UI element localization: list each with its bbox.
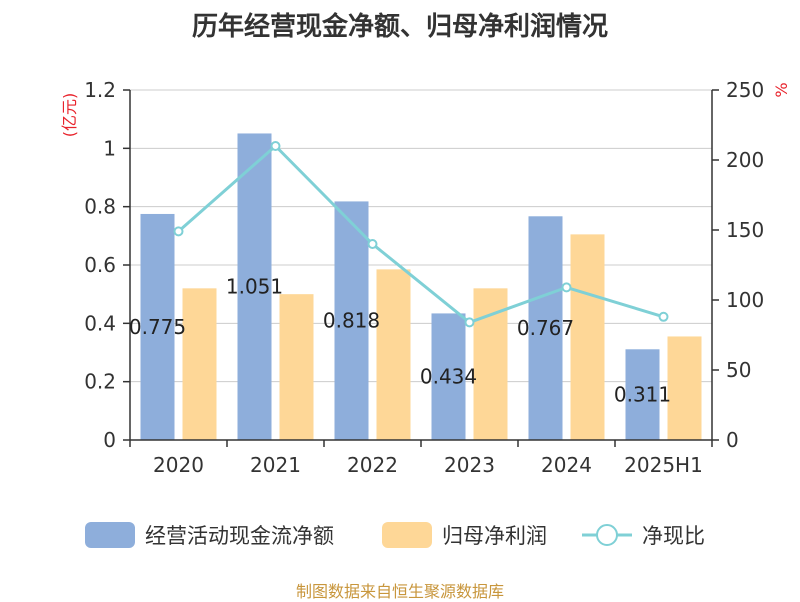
axes: 0 0.2 0.4 0.6 0.8 1 1.2 0 50 100 150 200 250 2020 2021…	[60, 78, 791, 477]
right-axis-tick-label: 100	[726, 288, 764, 312]
left-axis-tick-label: 1.2	[84, 78, 116, 102]
x-axis-tick-label: 2020	[153, 453, 204, 477]
chart-title: 历年经营现金净额、归母净利润情况	[191, 12, 608, 42]
legend-net-profit: 归母净利润	[382, 522, 547, 548]
cash-flow-bar	[625, 349, 660, 440]
legend-ratio: 净现比	[582, 524, 705, 548]
cash-flow-data-label: 0.767	[517, 316, 574, 340]
cash-flow-data-label: 0.311	[614, 383, 671, 407]
legend-label: 净现比	[642, 524, 705, 548]
source-note: 制图数据来自恒生聚源数据库	[295, 582, 504, 601]
cash-flow-bar	[237, 133, 272, 441]
net-profit-bar	[570, 234, 605, 440]
net-profit-bar	[279, 294, 314, 440]
right-axis-tick-label: 50	[726, 358, 751, 382]
right-axis-tick-label: 150	[726, 218, 764, 242]
right-axis-label: %	[772, 82, 791, 97]
x-axis-tick-label: 2021	[250, 453, 301, 477]
cash-flow-bar	[528, 216, 563, 440]
ratio-line	[173, 141, 669, 328]
cash-flow-data-label: 0.818	[323, 309, 380, 333]
ratio-point	[658, 311, 669, 322]
ratio-point	[367, 239, 378, 249]
left-axis-tick-label: 0	[103, 428, 116, 452]
left-axis-label: (亿元)	[60, 93, 79, 138]
left-axis-tick-label: 0.4	[84, 311, 116, 335]
bars	[140, 133, 702, 441]
ratio-point	[270, 141, 281, 151]
left-axis-tick-label: 0.8	[84, 195, 116, 219]
legend-label: 归母净利润	[442, 524, 547, 548]
cash-flow-data-label: 0.434	[420, 365, 477, 389]
x-axis-tick-label: 2022	[347, 453, 398, 477]
left-axis-tick-label: 0.6	[84, 253, 116, 277]
legend-cash-flow: 经营活动现金流净额	[85, 522, 334, 548]
x-axis-tick-label: 2024	[541, 453, 592, 477]
cash-flow-bar	[140, 213, 175, 440]
left-axis-tick-label: 0.2	[84, 370, 116, 394]
grid-lines	[130, 89, 712, 383]
cash-flow-bar	[431, 313, 466, 440]
x-axis-tick-label: 2025H1	[624, 453, 703, 477]
legend-label: 经营活动现金流净额	[145, 524, 334, 548]
right-axis-tick-label: 250	[726, 78, 764, 102]
right-axis-tick-label: 0	[726, 428, 739, 452]
x-axis-tick-label: 2023	[444, 453, 495, 477]
ratio-point	[464, 317, 475, 328]
ratio-point	[173, 226, 184, 237]
legend: 经营活动现金流净额 归母净利润 净现比	[85, 522, 705, 548]
legend-swatch-marker	[596, 524, 618, 546]
right-axis-tick-label: 200	[726, 148, 764, 172]
cash-flow-data-label: 0.775	[129, 315, 186, 339]
net-profit-bar	[667, 336, 702, 440]
data-labels: 0.775 1.051 0.818 0.434 0.767 0.311	[129, 275, 671, 407]
net-profit-bar	[182, 288, 217, 440]
ratio-point	[561, 282, 572, 293]
legend-swatch	[382, 522, 432, 548]
ratio-series-line	[177, 143, 664, 325]
left-axis-tick-label: 1	[103, 136, 116, 160]
legend-swatch	[85, 522, 135, 548]
cash-flow-data-label: 1.051	[226, 275, 283, 299]
net-profit-bar	[376, 269, 411, 440]
cash-flow-bar	[334, 201, 369, 440]
